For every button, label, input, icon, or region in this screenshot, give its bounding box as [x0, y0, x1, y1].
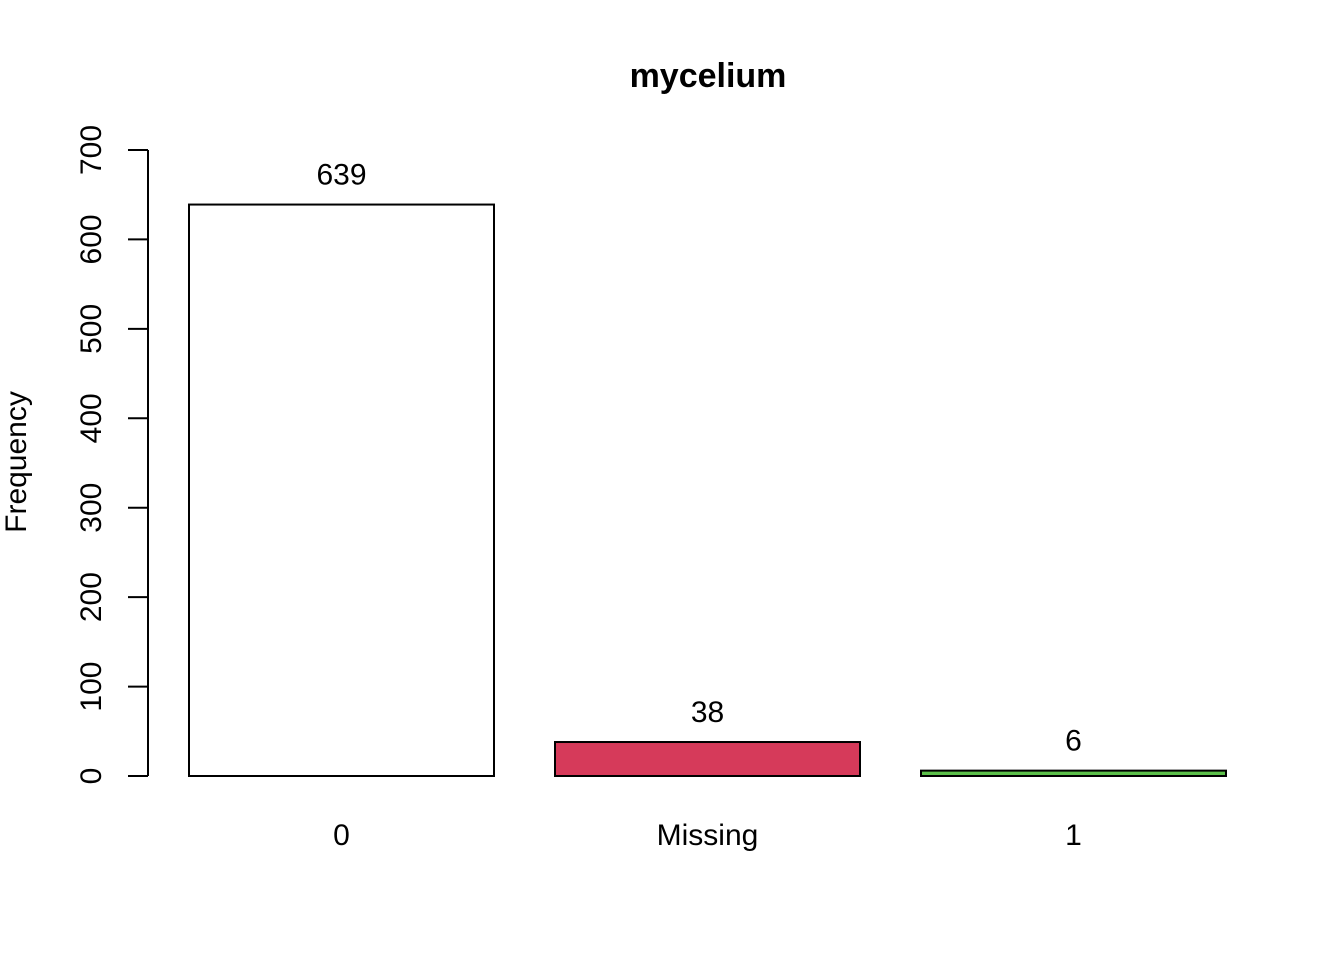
- x-tick-label: Missing: [657, 819, 759, 852]
- bars: 639 0 38 Missing 6 1: [188, 159, 1227, 852]
- data-label: 6: [1065, 725, 1082, 758]
- y-tick-label: 100: [75, 662, 108, 712]
- x-tick-label: 1: [1065, 819, 1082, 852]
- chart-title: mycelium: [630, 57, 787, 95]
- y-tick-label: 600: [75, 214, 108, 264]
- y-axis-label: Frequency: [0, 391, 33, 533]
- bar: [920, 769, 1227, 777]
- y-tick-label: 400: [75, 393, 108, 443]
- y-tick-label: 500: [75, 304, 108, 354]
- y-tick-label: 0: [75, 768, 108, 785]
- y-axis: 0 100 200 300 400 500 600 700: [75, 125, 149, 785]
- data-label: 38: [691, 696, 724, 729]
- data-label: 639: [316, 159, 366, 192]
- y-tick-label: 700: [75, 125, 108, 175]
- y-tick-label: 200: [75, 572, 108, 622]
- y-tick-label: 300: [75, 483, 108, 533]
- bar: [188, 203, 495, 777]
- x-tick-label: 0: [333, 819, 350, 852]
- bar: [554, 741, 861, 778]
